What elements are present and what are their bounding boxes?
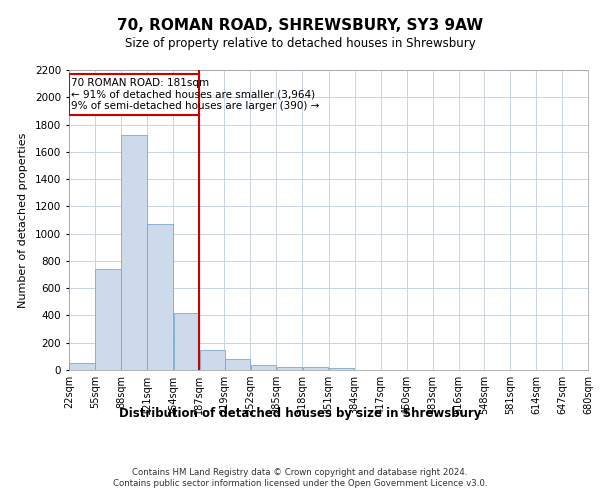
Bar	[95, 269, 121, 370]
Bar	[277, 366, 302, 370]
Bar	[70, 363, 95, 370]
Bar	[303, 368, 328, 370]
Bar	[329, 368, 354, 370]
Bar	[251, 365, 276, 370]
Text: 70, ROMAN ROAD, SHREWSBURY, SY3 9AW: 70, ROMAN ROAD, SHREWSBURY, SY3 9AW	[117, 18, 483, 32]
Bar	[148, 224, 173, 370]
Bar	[200, 350, 225, 370]
Text: Distribution of detached houses by size in Shrewsbury: Distribution of detached houses by size …	[119, 408, 481, 420]
Text: 9% of semi-detached houses are larger (390) →: 9% of semi-detached houses are larger (3…	[71, 102, 320, 112]
Bar	[121, 136, 146, 370]
Text: 70 ROMAN ROAD: 181sqm: 70 ROMAN ROAD: 181sqm	[71, 78, 209, 88]
Text: Contains HM Land Registry data © Crown copyright and database right 2024.
Contai: Contains HM Land Registry data © Crown c…	[113, 468, 487, 487]
Y-axis label: Number of detached properties: Number of detached properties	[18, 132, 28, 308]
Text: Size of property relative to detached houses in Shrewsbury: Size of property relative to detached ho…	[125, 38, 475, 51]
Bar	[69, 74, 199, 115]
Text: ← 91% of detached houses are smaller (3,964): ← 91% of detached houses are smaller (3,…	[71, 90, 316, 100]
Bar	[225, 359, 250, 370]
Bar	[173, 312, 199, 370]
